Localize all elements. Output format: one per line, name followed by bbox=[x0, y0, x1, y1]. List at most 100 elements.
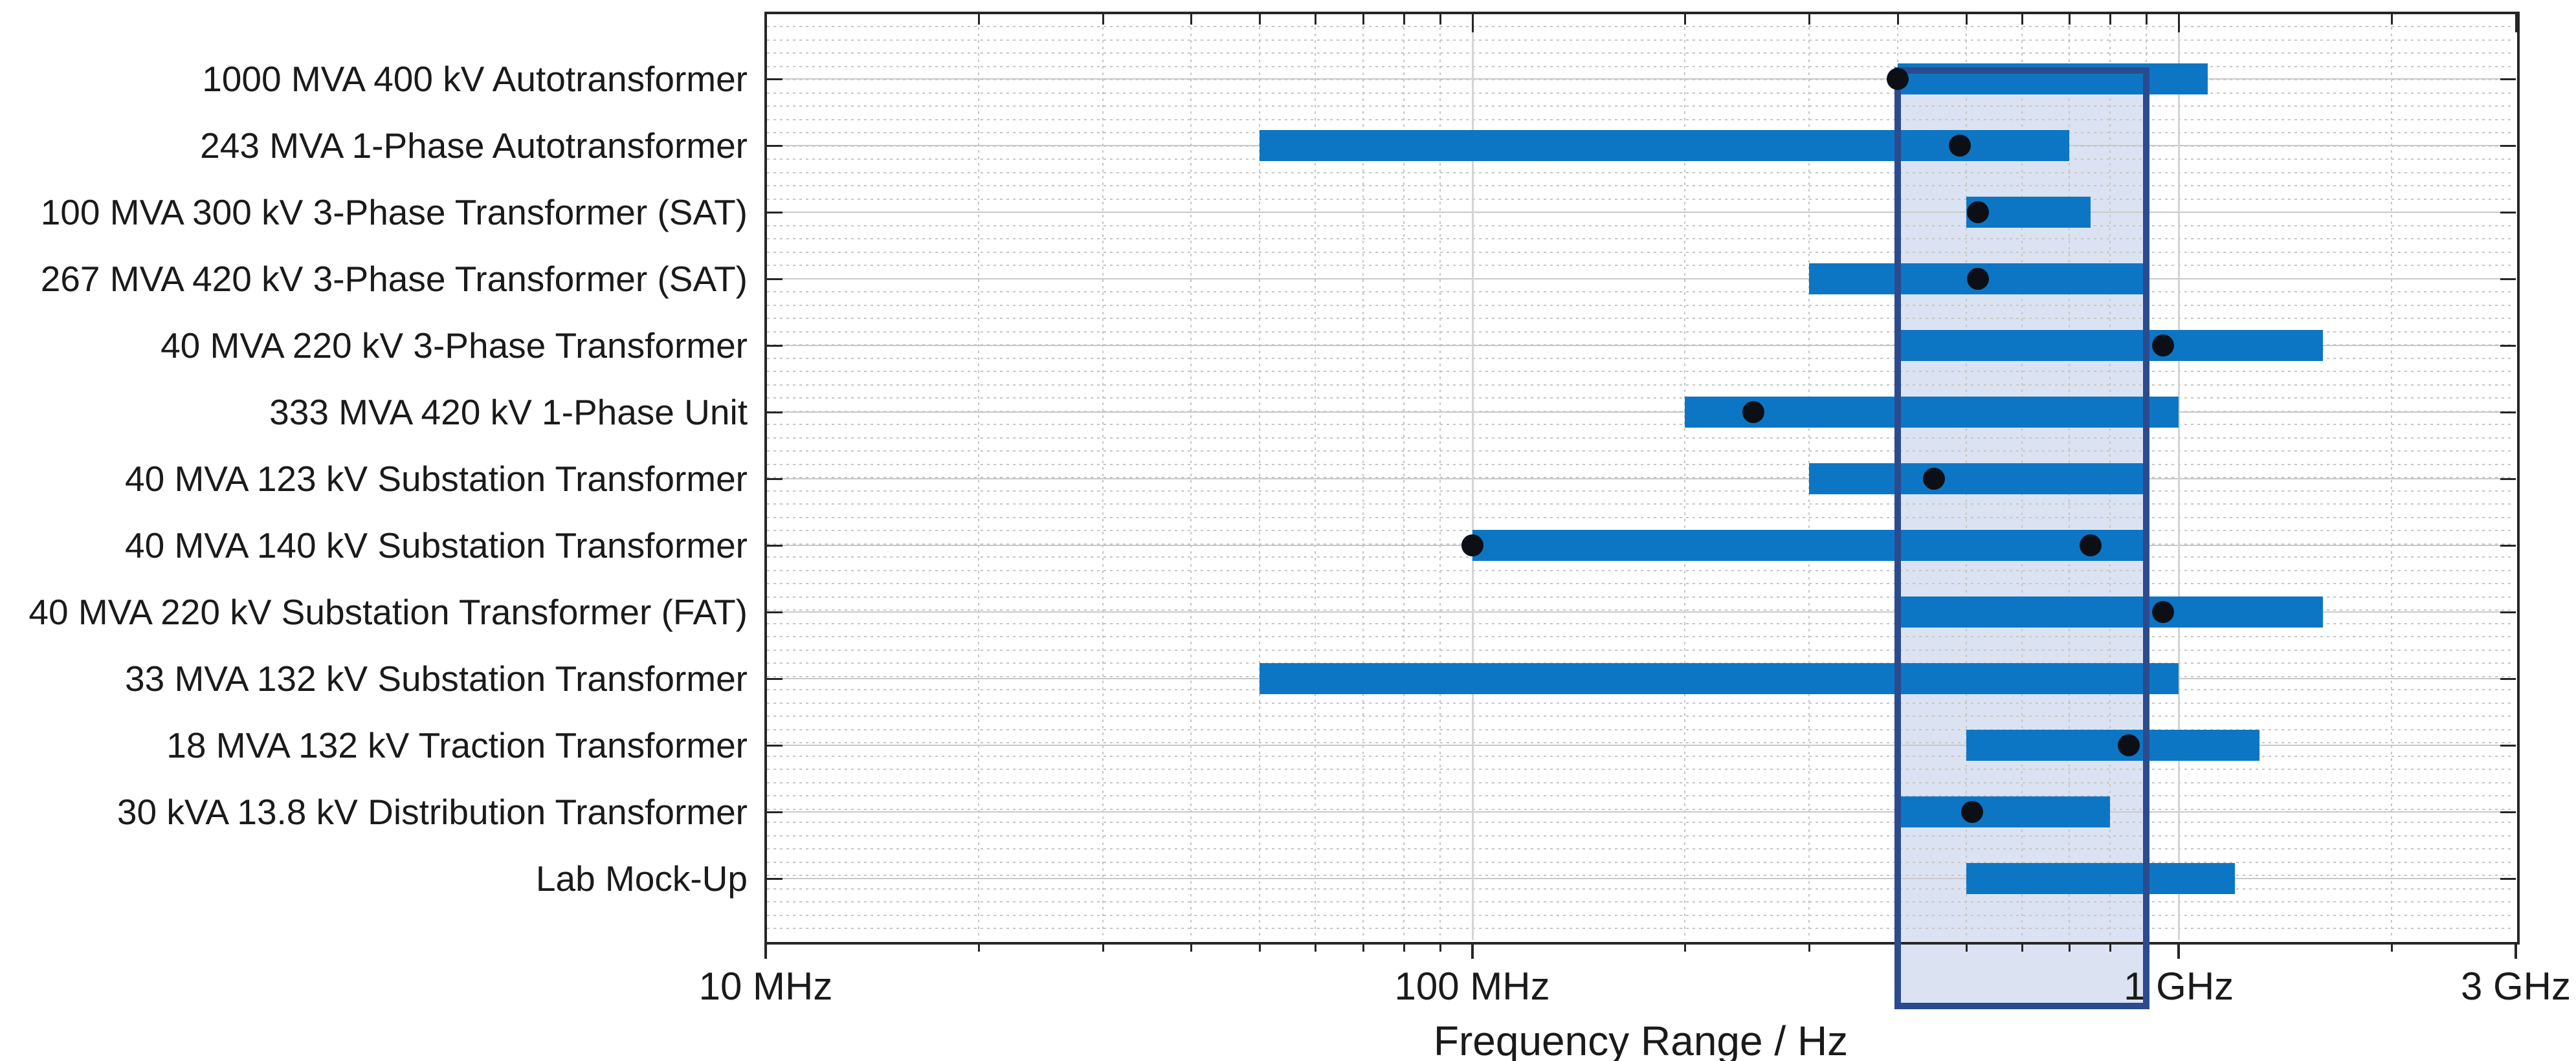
y-tick-left bbox=[767, 212, 783, 213]
x-gridline-minor bbox=[2390, 14, 2392, 940]
x-tick-major-mirror bbox=[2178, 14, 2181, 32]
frequency-marker-dot bbox=[1949, 135, 1971, 157]
y-gridline-minor bbox=[767, 755, 2515, 757]
y-gridline-minor bbox=[767, 569, 2515, 571]
row-gridline bbox=[767, 78, 2515, 80]
x-tick-major-mirror bbox=[765, 14, 767, 32]
x-tick-minor-mirror bbox=[1439, 14, 1441, 25]
y-tick-right bbox=[2500, 478, 2516, 480]
x-tick-minor-mirror bbox=[977, 14, 980, 25]
y-tick-right bbox=[2500, 878, 2516, 880]
x-tick-minor-mirror bbox=[1965, 14, 1968, 25]
x-tick-minor bbox=[977, 942, 980, 952]
category-label: 30 kVA 13.8 kV Distribution Transformer bbox=[117, 792, 748, 832]
x-tick-major bbox=[2515, 942, 2517, 959]
x-tick-minor bbox=[2109, 942, 2112, 952]
x-tick-label: 3 GHz bbox=[2460, 965, 2571, 1008]
y-gridline-minor bbox=[767, 463, 2515, 465]
y-gridline-minor bbox=[767, 808, 2515, 810]
y-gridline-minor bbox=[767, 861, 2515, 863]
frequency-range-bar bbox=[1809, 463, 2147, 494]
y-gridline-minor bbox=[767, 39, 2515, 41]
frequency-range-bar bbox=[1897, 596, 2323, 628]
frequency-marker-dot bbox=[1922, 468, 1945, 490]
x-gridline-major bbox=[2178, 14, 2181, 940]
y-gridline-minor bbox=[767, 622, 2515, 624]
y-gridline-minor bbox=[767, 901, 2515, 902]
y-tick-right bbox=[2500, 611, 2516, 613]
x-tick-minor bbox=[2390, 942, 2393, 952]
y-tick-left bbox=[767, 145, 783, 147]
x-tick-minor-mirror bbox=[1403, 14, 1405, 25]
y-tick-left bbox=[767, 811, 783, 813]
frequency-range-bar bbox=[1259, 130, 2070, 161]
y-gridline-minor bbox=[767, 888, 2515, 890]
y-gridline-minor bbox=[767, 702, 2515, 704]
x-tick-minor bbox=[1102, 942, 1104, 952]
y-gridline-minor bbox=[767, 65, 2515, 67]
x-tick-minor-mirror bbox=[1684, 14, 1687, 25]
y-tick-left bbox=[767, 878, 783, 880]
y-gridline-minor bbox=[767, 583, 2515, 584]
y-gridline-minor bbox=[767, 171, 2515, 173]
frequency-range-bar bbox=[1685, 397, 2179, 428]
frequency-marker-dot bbox=[1742, 401, 1764, 423]
x-tick-minor-mirror bbox=[1362, 14, 1364, 25]
category-label: 40 MVA 123 kV Substation Transformer bbox=[125, 459, 748, 499]
frequency-marker-dot bbox=[2118, 734, 2140, 756]
y-gridline-minor bbox=[767, 795, 2515, 796]
y-gridline-minor bbox=[767, 769, 2515, 770]
x-gridline-minor bbox=[1315, 14, 1316, 940]
x-tick-minor bbox=[1258, 942, 1261, 952]
x-tick-minor-mirror bbox=[2390, 14, 2393, 25]
y-gridline-minor bbox=[767, 291, 2515, 292]
row-gridline bbox=[767, 811, 2515, 813]
y-gridline-minor bbox=[767, 224, 2515, 226]
y-gridline-minor bbox=[767, 92, 2515, 94]
y-gridline-minor bbox=[767, 914, 2515, 916]
category-label: 1000 MVA 400 kV Autotransformer bbox=[202, 59, 748, 99]
x-tick-minor bbox=[1439, 942, 1441, 952]
y-gridline-minor bbox=[767, 822, 2515, 823]
y-gridline-minor bbox=[767, 79, 2515, 80]
x-tick-minor-mirror bbox=[1258, 14, 1261, 25]
frequency-marker-dot bbox=[1886, 68, 1909, 90]
y-tick-left bbox=[767, 478, 783, 480]
x-tick-minor bbox=[2069, 942, 2071, 952]
y-gridline-minor bbox=[767, 52, 2515, 54]
y-gridline-minor bbox=[767, 596, 2515, 598]
y-gridline-minor bbox=[767, 437, 2515, 439]
frequency-range-bar bbox=[1472, 530, 2147, 561]
y-tick-left bbox=[767, 745, 783, 747]
frequency-range-bar bbox=[1966, 863, 2235, 894]
y-gridline-minor bbox=[767, 728, 2515, 730]
x-tick-major bbox=[2177, 942, 2181, 959]
y-gridline-minor bbox=[767, 609, 2515, 611]
x-tick-minor-mirror bbox=[2109, 14, 2112, 25]
y-tick-right bbox=[2500, 678, 2516, 680]
row-gridline bbox=[767, 878, 2515, 879]
row-gridline bbox=[767, 278, 2515, 279]
frequency-marker-dot bbox=[1461, 534, 1483, 556]
frequency-marker-dot bbox=[2151, 334, 2174, 356]
y-gridline-minor bbox=[767, 424, 2515, 425]
x-tick-minor bbox=[1403, 942, 1405, 952]
y-gridline-minor bbox=[767, 384, 2515, 386]
category-label: 40 MVA 140 kV Substation Transformer bbox=[125, 525, 748, 565]
y-gridline-minor bbox=[767, 357, 2515, 359]
frequency-range-bar bbox=[1897, 330, 2323, 361]
y-gridline-minor bbox=[767, 318, 2515, 319]
category-label: 243 MVA 1-Phase Autotransformer bbox=[200, 126, 748, 166]
row-gridline bbox=[767, 478, 2515, 479]
y-tick-right bbox=[2500, 811, 2516, 813]
x-tick-minor bbox=[1965, 942, 1968, 952]
x-tick-minor-mirror bbox=[2069, 14, 2071, 25]
frequency-range-bar bbox=[1966, 730, 2260, 761]
y-tick-left bbox=[767, 678, 783, 680]
x-tick-major-mirror bbox=[1471, 14, 1474, 32]
y-gridline-minor bbox=[767, 185, 2515, 186]
y-gridline-minor bbox=[767, 198, 2515, 200]
